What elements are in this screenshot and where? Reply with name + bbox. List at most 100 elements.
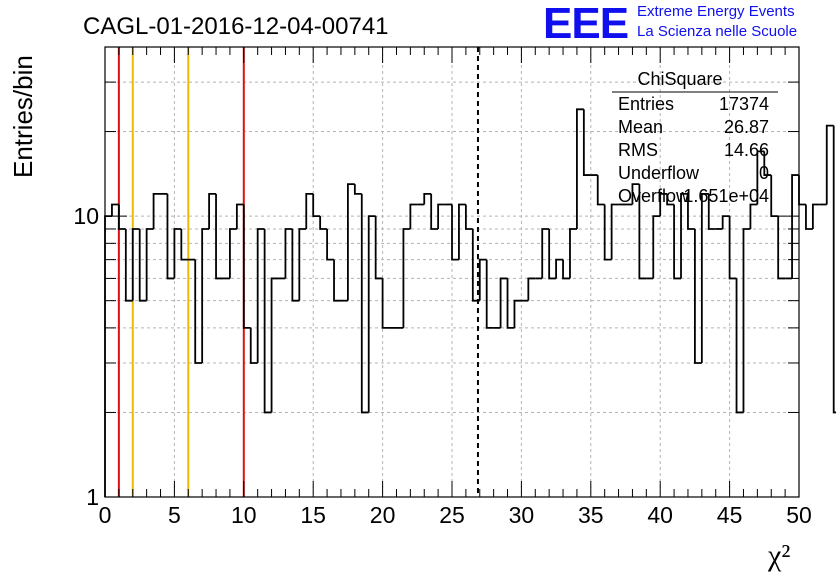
histogram-bin xyxy=(194,259,203,364)
histogram-bin xyxy=(548,228,557,280)
histogram-bin xyxy=(562,259,570,280)
histogram-bin xyxy=(687,193,695,230)
histogram-bin xyxy=(201,228,210,363)
histogram-bin xyxy=(270,277,279,413)
histogram-bin xyxy=(464,204,473,230)
histogram-bin xyxy=(319,216,328,230)
histogram-bin xyxy=(242,204,251,329)
chart-title: CAGL-01-2016-12-04-00741 xyxy=(83,13,389,40)
histogram-bin xyxy=(430,193,439,230)
x-tick-labels: 0 5 10 15 20 25 30 35 40 45 50 xyxy=(99,502,812,528)
histogram-bin xyxy=(471,228,480,302)
histogram-bin xyxy=(631,183,640,205)
histogram-bin xyxy=(728,216,737,280)
stats-value: 17374 xyxy=(719,94,769,114)
stats-label: Entries xyxy=(618,94,674,114)
axis-ticks xyxy=(104,47,800,497)
stats-value: 1.651e+04 xyxy=(683,186,769,206)
histogram-bin xyxy=(458,203,466,260)
x-axis-label: χ² xyxy=(767,539,790,572)
y-axis-label: Entries/bin xyxy=(8,55,38,178)
histogram-bin xyxy=(347,183,355,301)
histogram-bin xyxy=(749,203,758,229)
histogram-bin xyxy=(312,193,321,218)
histogram-bin xyxy=(638,184,647,280)
histogram-bin xyxy=(763,151,772,176)
histogram-bin xyxy=(527,277,536,301)
histogram-bin xyxy=(569,228,577,279)
histogram-bin xyxy=(215,193,223,280)
histogram-bin xyxy=(485,259,494,329)
histogram-bin xyxy=(124,228,133,302)
histogram-bin xyxy=(284,228,293,279)
stats-label: Overflow xyxy=(618,186,690,206)
histogram-bin xyxy=(381,278,390,329)
x-tick-label: 45 xyxy=(717,502,743,528)
histogram-bin xyxy=(825,124,834,205)
histogram-bin xyxy=(111,203,119,217)
histogram-bin xyxy=(451,204,459,261)
histogram-bin xyxy=(409,203,418,229)
histogram-bin xyxy=(291,228,300,302)
y-tick-label: 10 xyxy=(73,203,99,229)
histogram-bin xyxy=(659,192,668,217)
histogram-bin xyxy=(652,215,661,279)
histogram-bin xyxy=(756,150,765,205)
stats-box: ChiSquare Entries 17374 Mean 26.87 RMS 14.66 U… xyxy=(612,69,778,206)
histogram-bin xyxy=(402,228,411,328)
stats-rows: Entries 17374 Mean 26.87 RMS 14.66 Underflow 0 O… xyxy=(618,94,769,206)
histogram-bin xyxy=(832,125,836,414)
histogram-bin xyxy=(666,193,675,206)
histogram-bin xyxy=(499,277,508,328)
histogram-bin xyxy=(506,278,515,329)
histogram-bin xyxy=(770,175,779,218)
x-tick-label: 0 xyxy=(99,502,112,528)
histogram-bin xyxy=(437,203,446,229)
histogram-bin xyxy=(673,204,682,280)
histogram-bin xyxy=(104,215,112,497)
histogram-bin xyxy=(513,299,522,328)
histogram-bin xyxy=(603,204,612,261)
x-tick-label: 15 xyxy=(300,502,326,528)
histogram-bin xyxy=(721,215,730,229)
histogram-bin xyxy=(229,228,237,279)
histogram-bin xyxy=(138,228,147,302)
stats-label: Mean xyxy=(618,117,663,137)
histogram-bin xyxy=(791,174,799,279)
histogram-bin xyxy=(700,192,709,363)
histogram-bin xyxy=(166,193,175,280)
stats-value: 14.66 xyxy=(724,140,769,160)
logo-line-1: Extreme Energy Events xyxy=(637,3,795,20)
x-tick-label: 10 xyxy=(231,502,257,528)
histogram-bin xyxy=(555,258,564,279)
histogram-bin xyxy=(117,204,126,230)
x-tick-label: 25 xyxy=(439,502,465,528)
histogram-bin xyxy=(333,259,341,302)
histogram-bin xyxy=(360,193,369,414)
x-tick-label: 40 xyxy=(647,502,673,528)
histogram-bin xyxy=(145,228,154,301)
histogram-bin xyxy=(374,216,383,280)
histogram-bin xyxy=(541,228,550,279)
histogram-bin xyxy=(326,228,335,261)
histogram-bin xyxy=(576,108,584,229)
stats-label: Underflow xyxy=(618,163,700,183)
histogram-bin xyxy=(707,193,716,230)
grid-layer xyxy=(105,47,799,497)
x-tick-label: 20 xyxy=(370,502,396,528)
histogram-bin xyxy=(152,192,161,229)
marker-lines xyxy=(117,47,479,497)
histogram-bin xyxy=(235,203,244,229)
y-tick-label: 1 xyxy=(86,484,99,510)
histogram-bin xyxy=(694,228,702,364)
histogram-bin xyxy=(680,192,688,279)
histogram-bin xyxy=(173,228,182,279)
stats-value: 26.87 xyxy=(724,117,769,137)
stats-label: RMS xyxy=(618,140,658,160)
histogram-bin xyxy=(805,204,813,230)
histogram-bin xyxy=(735,278,744,414)
histogram-bin xyxy=(811,203,820,229)
histogram-bin xyxy=(353,184,362,195)
eee-logo: EEE xyxy=(543,0,629,48)
